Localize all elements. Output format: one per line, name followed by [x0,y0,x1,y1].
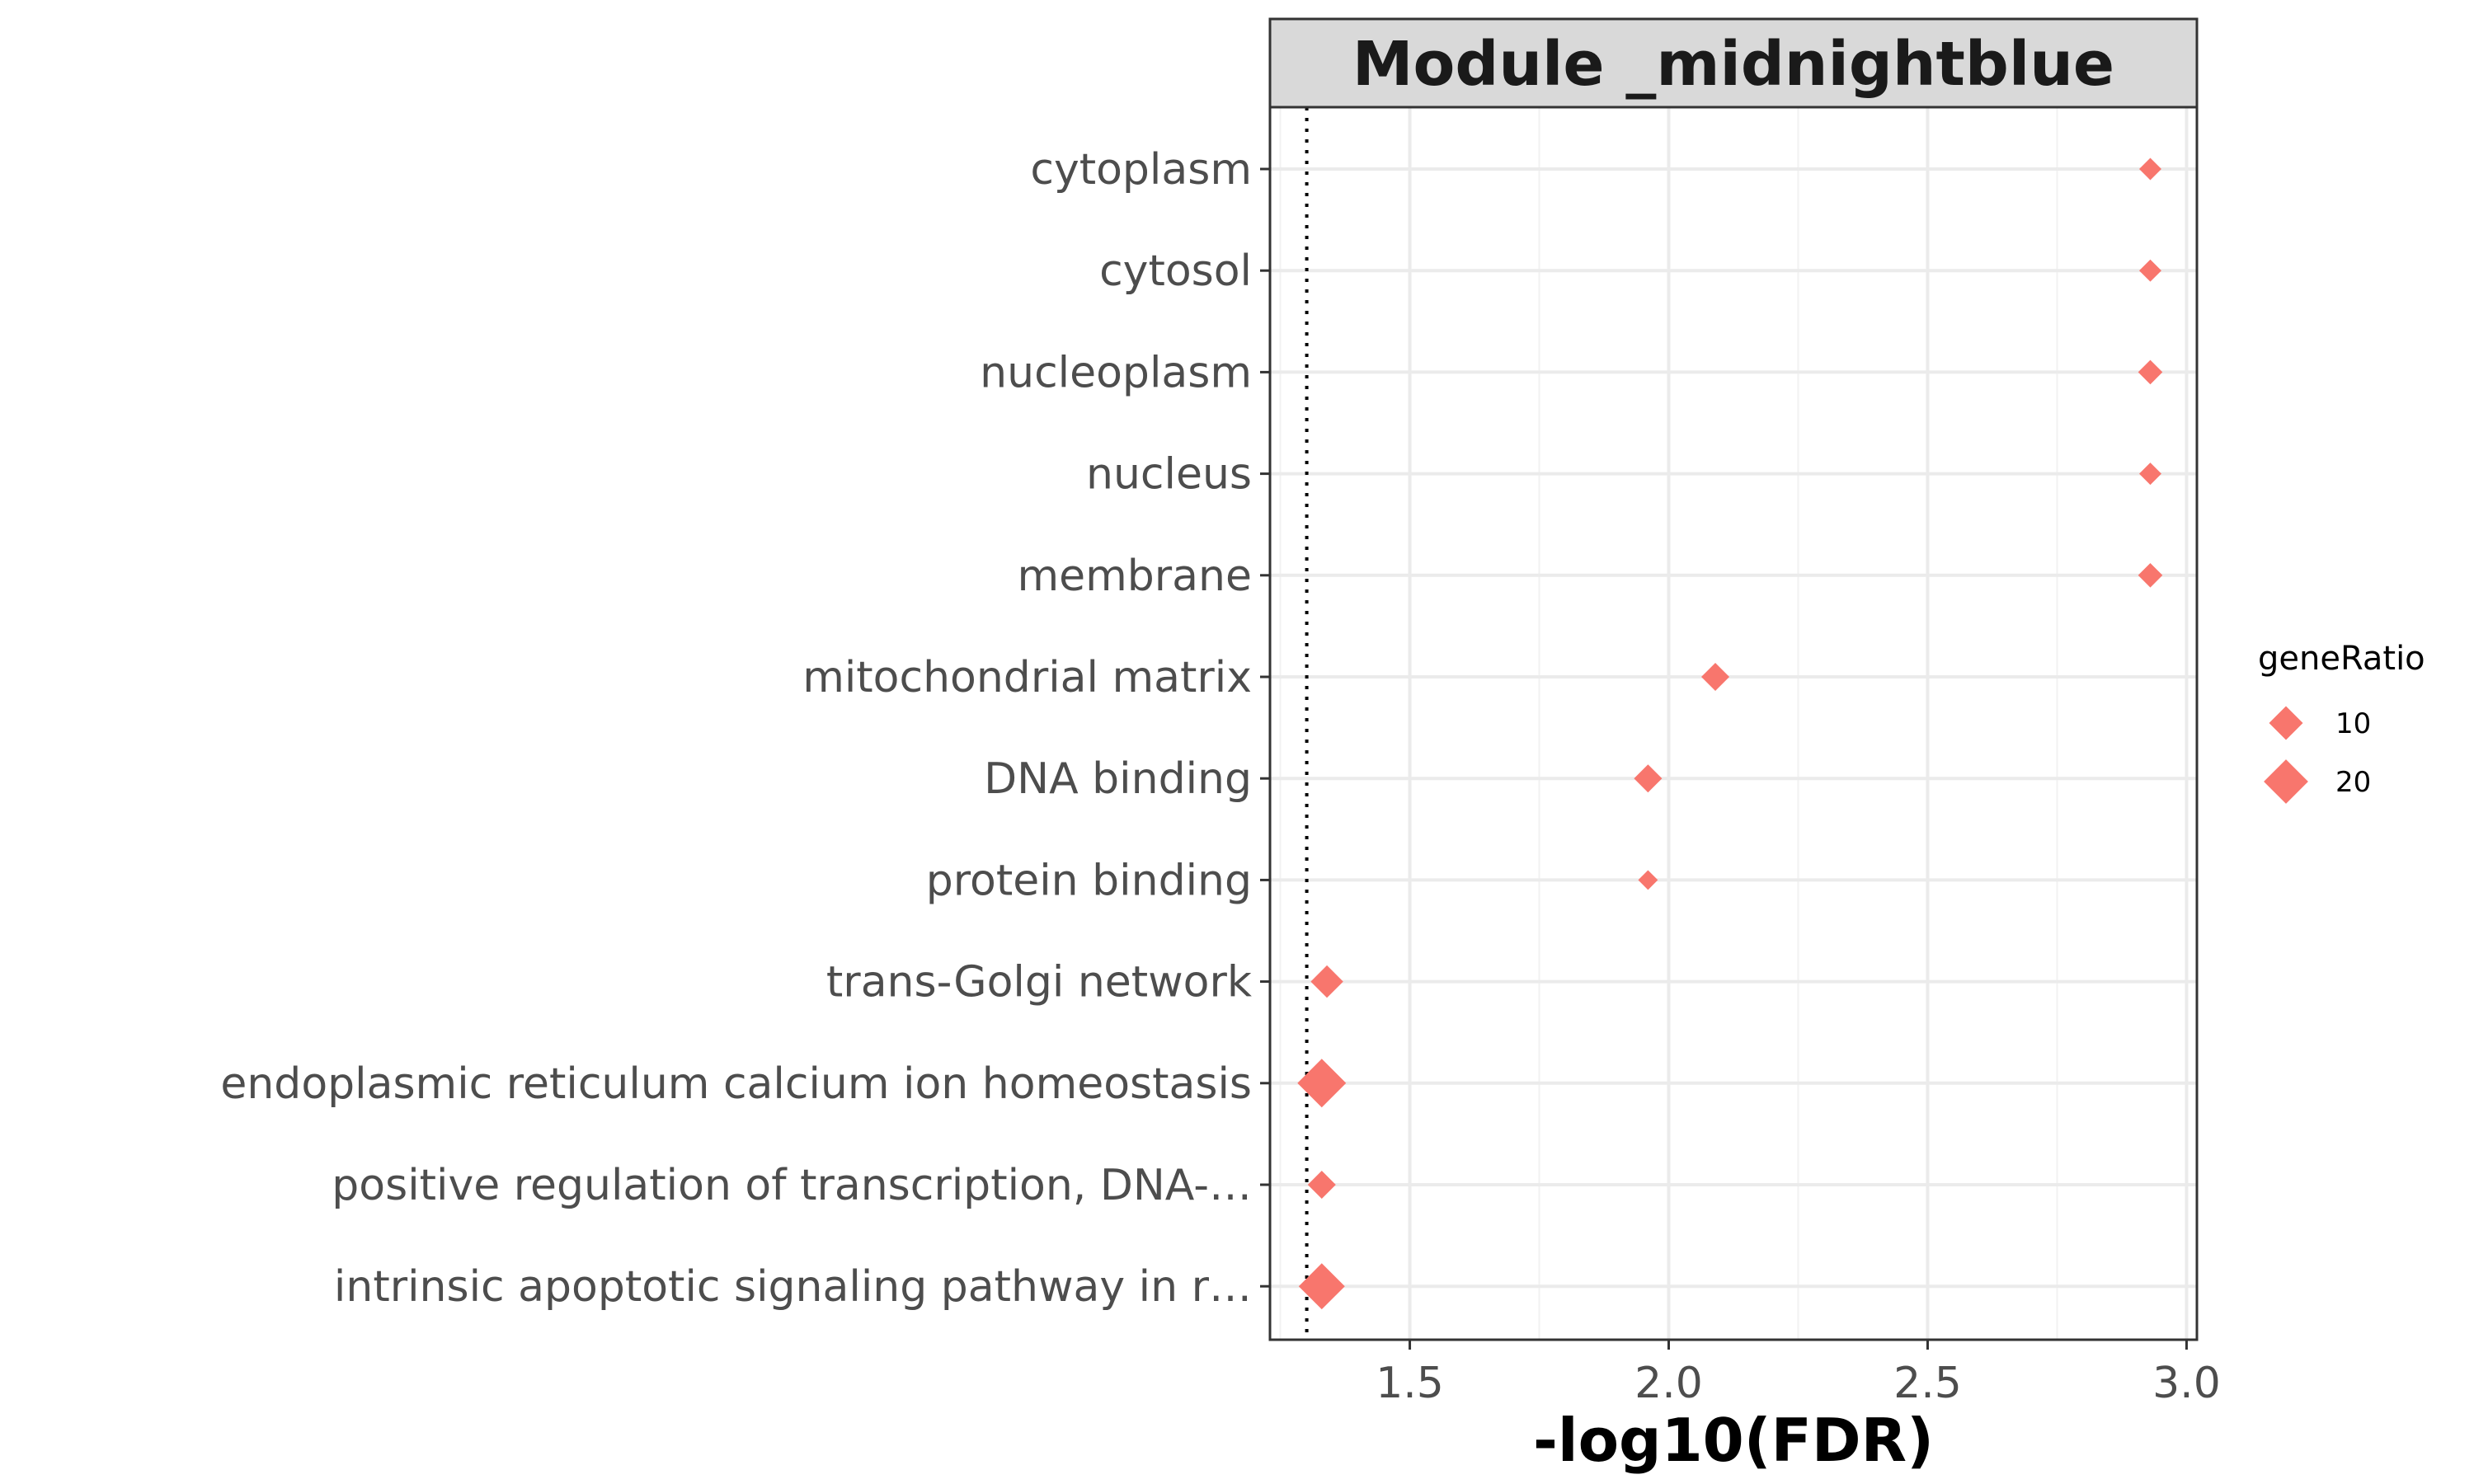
category-label-8: trans-Golgi network [826,958,1252,1007]
x-tick-label-1: 2.0 [1634,1359,1703,1408]
data-point-9 [1297,1059,1347,1108]
category-label-1: cytosol [1099,247,1252,296]
major-gridlines-x [1408,107,2189,1340]
category-label-0: cytoplasm [1030,145,1252,195]
x-tick-label-0: 1.5 [1376,1359,1444,1408]
x-axis: 1.5 2.0 2.5 3.0 [1376,1340,2221,1408]
category-label-7: protein binding [926,856,1252,905]
facet-strip-background [1268,17,2199,109]
data-points [1297,157,2163,1310]
x-tick-label-3: 3.0 [2152,1359,2221,1408]
category-label-9: endoplasmic reticulum calcium ion homeos… [220,1059,1252,1109]
data-point-7 [1638,870,1658,890]
category-label-4: membrane [1017,552,1252,601]
category-label-3: nucleus [1086,450,1252,500]
category-label-5: mitochondrial matrix [802,653,1252,702]
data-point-1 [2138,259,2161,282]
legend-key-1 [2264,759,2308,804]
legend-title: geneRatio [2258,640,2425,678]
plot-panel [1270,107,2197,1340]
category-label-2: nucleoplasm [980,348,1252,397]
legend-label-1: 20 [2335,766,2371,799]
data-point-10 [1307,1170,1336,1200]
facet-strip-title: Module _midnightblue [1352,29,2114,100]
data-point-0 [2138,157,2161,181]
data-point-6 [1634,764,1663,793]
data-point-4 [2138,563,2163,588]
category-label-6: DNA binding [984,754,1252,804]
legend-label-0: 10 [2335,707,2371,740]
category-label-11: intrinsic apoptotic signaling pathway in… [334,1262,1252,1312]
legend-key-0 [2269,706,2303,740]
data-point-3 [2138,463,2161,486]
data-point-5 [1701,662,1730,692]
major-gridlines-y [1270,167,2197,1289]
facet-strip: Module _midnightblue [1268,17,2199,109]
data-point-8 [1310,965,1343,998]
legend: geneRatio 10 20 [2258,640,2425,804]
minor-gridlines [1279,107,2058,1340]
x-tick-label-2: 2.5 [1893,1359,1962,1408]
data-point-11 [1298,1263,1345,1310]
x-axis-title: -log10(FDR) [1533,1406,1934,1475]
y-axis: cytoplasm cytosol nucleoplasm nucleus membra… [220,145,1270,1312]
plot-panel-border [1268,106,2199,1341]
category-label-10: positive regulation of transcription, DN… [332,1161,1252,1210]
data-point-2 [2138,359,2163,385]
